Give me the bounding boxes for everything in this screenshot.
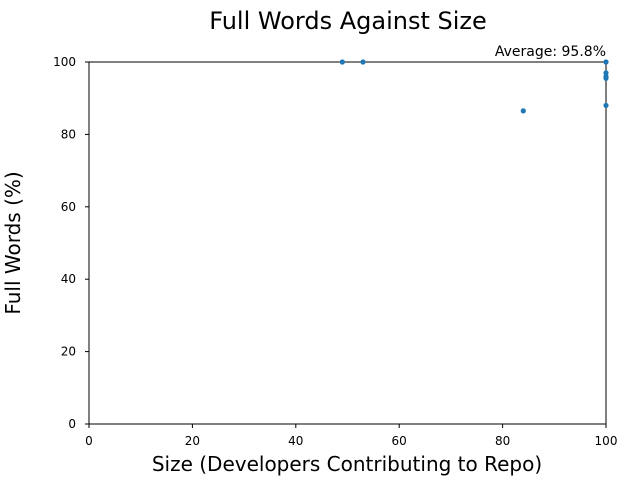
x-tick-label: 80: [495, 434, 510, 448]
x-axis-label: Size (Developers Contributing to Repo): [152, 452, 542, 476]
chart-title: Full Words Against Size: [209, 7, 487, 35]
x-tick-label: 20: [185, 434, 200, 448]
y-tick-label: 0: [68, 417, 76, 431]
y-tick-label: 40: [61, 272, 76, 286]
scatter-point: [339, 59, 345, 65]
x-tick-label: 0: [85, 434, 93, 448]
scatter-point: [360, 59, 366, 65]
y-tick-label: 20: [61, 345, 76, 359]
y-tick-label: 100: [53, 55, 76, 69]
y-tick-label: 80: [61, 127, 76, 141]
scatter-point: [603, 59, 609, 65]
scatter-point: [520, 108, 526, 114]
plot-area: [88, 61, 607, 425]
scatter-point: [603, 75, 609, 81]
x-axis-ticks: 0 20 40 60 80 100: [85, 424, 617, 448]
x-tick-label: 60: [392, 434, 407, 448]
y-axis-ticks: 0 20 40 60 80 100: [53, 55, 89, 431]
scatter-point: [603, 102, 609, 109]
data-points: [339, 59, 609, 114]
x-tick-label: 100: [595, 434, 618, 448]
x-tick-label: 40: [288, 434, 303, 448]
scatter-point: [603, 70, 609, 76]
y-axis-label: Full Words (%): [1, 171, 25, 314]
average-annotation: Average: 95.8%: [495, 44, 606, 60]
y-tick-label: 60: [61, 200, 76, 214]
